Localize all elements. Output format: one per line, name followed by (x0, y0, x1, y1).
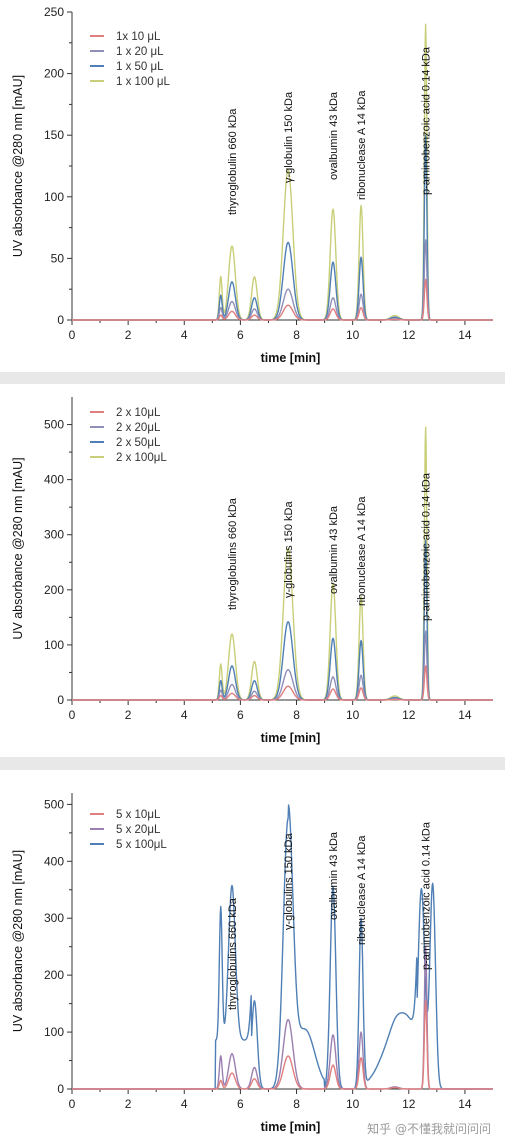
peak-annotation: p-aminobenzoic acid 0.14 kDa (421, 821, 433, 970)
series-line-1 (71, 278, 494, 321)
y-tick-label: 300 (44, 911, 64, 925)
series-line-1 (71, 665, 494, 701)
x-tick-label: 4 (181, 328, 188, 342)
x-tick-label: 0 (69, 708, 76, 722)
legend-label: 5 x 20μL (116, 824, 161, 836)
peak-annotation: ovalbumin 43 kDa (328, 831, 340, 920)
y-tick-label: 500 (44, 797, 64, 811)
legend-label: 2 x 10μL (116, 407, 161, 419)
peak-annotation: γ-globulins 150 kDa (283, 833, 295, 930)
x-tick-label: 10 (346, 1097, 360, 1111)
panel-separator (0, 757, 505, 770)
y-tick-label: 200 (44, 968, 64, 982)
x-tick-label: 6 (237, 708, 244, 722)
y-axis-title: UV absorbance @280 nm [mAU] (11, 457, 25, 639)
x-tick-label: 14 (458, 1097, 472, 1111)
y-tick-label: 250 (44, 5, 64, 19)
x-tick-label: 12 (402, 1097, 416, 1111)
legend-label: 1 x 20 μL (116, 46, 164, 58)
x-tick-label: 10 (346, 328, 360, 342)
x-axis-title: time [min] (261, 731, 321, 745)
x-tick-label: 2 (125, 1097, 132, 1111)
x-axis-title: time [min] (261, 1120, 321, 1134)
x-tick-label: 12 (402, 708, 416, 722)
y-tick-label: 100 (44, 1025, 64, 1039)
legend-label: 2 x 100μL (116, 452, 167, 464)
x-tick-label: 6 (237, 1097, 244, 1111)
x-axis-title: time [min] (261, 351, 321, 365)
chart-panel-1: 0 50 100 150 200 250 0 2 4 6 8 10 12 14 time [min] UV a… (0, 0, 505, 372)
x-tick-label: 2 (125, 328, 132, 342)
x-tick-label: 4 (181, 708, 188, 722)
peak-annotation: thyroglobulins 660 kDa (227, 497, 239, 610)
peak-annotation: ovalbumin 43 kDa (328, 505, 340, 594)
x-tick-label: 8 (293, 708, 300, 722)
legend-label: 2 x 50μL (116, 437, 161, 449)
y-axis-title: UV absorbance @280 nm [mAU] (11, 850, 25, 1032)
peak-annotation: ribonuclease A 14 kDa (356, 90, 368, 200)
x-tick-label: 10 (346, 708, 360, 722)
y-tick-label: 500 (44, 418, 64, 432)
peak-annotation: ovalbumin 43 kDa (328, 91, 340, 180)
x-tick-label: 0 (69, 1097, 76, 1111)
y-axis-title: UV absorbance @280 nm [mAU] (11, 75, 25, 257)
peak-annotation: thyroglobulins 660 kDa (227, 897, 239, 1010)
legend-label: 1x 10 μL (116, 31, 161, 43)
series-line-1 (71, 1000, 494, 1090)
y-tick-label: 100 (44, 638, 64, 652)
chart-panel-3: 0 100 200 300 400 500 0 2 4 6 8 10 12 14 time [min] UV … (0, 770, 505, 1147)
legend-label: 5 x 100μL (116, 839, 167, 851)
peak-annotation: ribonuclease A 14 kDa (356, 835, 368, 945)
x-tick-label: 14 (458, 708, 472, 722)
y-tick-label: 200 (44, 583, 64, 597)
chart-panel-2: 0 100 200 300 400 500 0 2 4 6 8 10 12 14 time [min] UV … (0, 384, 505, 757)
peak-annotation: ribonuclease A 14 kDa (356, 496, 368, 606)
y-tick-label: 0 (57, 1082, 64, 1096)
peak-annotation: γ-globulin 150 kDa (283, 91, 295, 183)
y-tick-label: 300 (44, 528, 64, 542)
chart-1-svg: 0 50 100 150 200 250 0 2 4 6 8 10 12 14 time [min] UV a… (11, 5, 494, 365)
x-tick-label: 6 (237, 328, 244, 342)
peak-annotation: p-aminobenzoic acid 0.14 kDa (421, 46, 433, 195)
peak-annotation: thyroglobulin 660 kDa (227, 108, 239, 215)
x-tick-label: 4 (181, 1097, 188, 1111)
chart-2-svg: 0 100 200 300 400 500 0 2 4 6 8 10 12 14 time [min] UV … (11, 397, 494, 745)
x-tick-label: 12 (402, 328, 416, 342)
legend-label: 5 x 10μL (116, 809, 161, 821)
watermark: 知乎 @不懂我就问问问 (367, 1122, 491, 1136)
x-tick-label: 0 (69, 328, 76, 342)
x-tick-label: 14 (458, 328, 472, 342)
x-tick-label: 2 (125, 708, 132, 722)
y-tick-label: 150 (44, 128, 64, 142)
x-tick-label: 8 (293, 1097, 300, 1111)
y-tick-label: 400 (44, 473, 64, 487)
panel-separator (0, 372, 505, 384)
peak-annotation: γ-globulins 150 kDa (283, 501, 295, 598)
y-tick-label: 200 (44, 67, 64, 81)
legend-label: 2 x 20μL (116, 422, 161, 434)
peak-annotation: p-aminobenzoic acid 0.14 kDa (421, 472, 433, 621)
x-tick-label: 8 (293, 328, 300, 342)
y-tick-label: 0 (57, 313, 64, 327)
chart-3-svg: 0 100 200 300 400 500 0 2 4 6 8 10 12 14 time [min] UV … (11, 793, 494, 1134)
y-tick-label: 50 (51, 251, 65, 265)
legend-label: 1 x 100 μL (116, 76, 171, 88)
y-tick-label: 0 (57, 693, 64, 707)
y-tick-label: 100 (44, 190, 64, 204)
y-tick-label: 400 (44, 854, 64, 868)
legend-label: 1 x 50 μL (116, 61, 164, 73)
